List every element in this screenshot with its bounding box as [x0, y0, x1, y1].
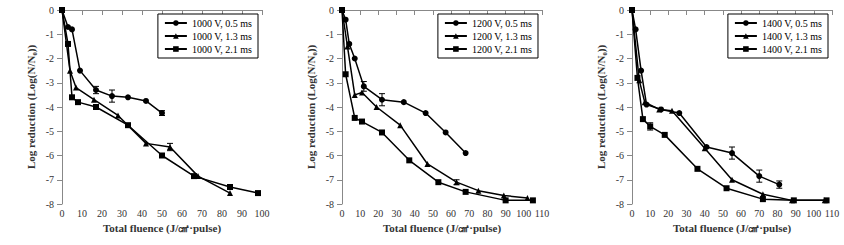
svg-text:-4: -4 [46, 102, 54, 113]
svg-text:0: 0 [329, 5, 334, 16]
svg-text:70: 70 [197, 208, 207, 219]
svg-text:1000 V, 2.1 ms: 1000 V, 2.1 ms [192, 44, 252, 55]
svg-text:40: 40 [410, 208, 420, 219]
svg-text:90: 90 [501, 208, 511, 219]
svg-text:Log reduction (Log(N/N₀)): Log reduction (Log(N/N₀)) [25, 45, 38, 169]
svg-text:0: 0 [630, 208, 635, 219]
svg-text:50: 50 [157, 208, 167, 219]
svg-text:-5: -5 [326, 126, 334, 137]
svg-text:50: 50 [428, 208, 438, 219]
svg-text:80: 80 [772, 208, 782, 219]
svg-text:1200 V, 0.5 ms: 1200 V, 0.5 ms [472, 18, 532, 29]
svg-text:-7: -7 [616, 174, 624, 185]
svg-text:Total fluence (J/㎠·pulse): Total fluence (J/㎠·pulse) [673, 222, 791, 235]
svg-text:Log reduction (Log(N/N₀)): Log reduction (Log(N/N₀)) [595, 45, 608, 169]
svg-text:1400 V, 0.5 ms: 1400 V, 0.5 ms [762, 18, 822, 29]
svg-text:-7: -7 [326, 174, 334, 185]
svg-text:1400 V, 2.1 ms: 1400 V, 2.1 ms [762, 44, 822, 55]
svg-text:60: 60 [736, 208, 746, 219]
svg-text:10: 10 [355, 208, 365, 219]
svg-text:-6: -6 [326, 150, 334, 161]
svg-text:90: 90 [237, 208, 247, 219]
svg-text:-2: -2 [326, 53, 334, 64]
svg-text:20: 20 [97, 208, 107, 219]
svg-text:100: 100 [255, 208, 270, 219]
svg-text:10: 10 [77, 208, 87, 219]
svg-text:1000 V, 0.5 ms: 1000 V, 0.5 ms [192, 18, 252, 29]
svg-text:40: 40 [700, 208, 710, 219]
svg-text:110: 110 [825, 208, 840, 219]
svg-text:1000 V, 1.3 ms: 1000 V, 1.3 ms [192, 31, 252, 42]
svg-text:110: 110 [535, 208, 550, 219]
svg-text:90: 90 [791, 208, 801, 219]
svg-text:-8: -8 [616, 199, 624, 210]
svg-text:-8: -8 [326, 199, 334, 210]
svg-text:100: 100 [516, 208, 531, 219]
svg-text:-5: -5 [46, 126, 54, 137]
svg-text:20: 20 [373, 208, 383, 219]
svg-text:10: 10 [645, 208, 655, 219]
svg-text:60: 60 [177, 208, 187, 219]
svg-text:-4: -4 [616, 102, 624, 113]
svg-text:-6: -6 [616, 150, 624, 161]
svg-text:-4: -4 [326, 102, 334, 113]
svg-text:-6: -6 [46, 150, 54, 161]
svg-text:70: 70 [754, 208, 764, 219]
svg-text:-3: -3 [616, 77, 624, 88]
svg-text:1200 V, 1.3 ms: 1200 V, 1.3 ms [472, 31, 532, 42]
svg-text:30: 30 [392, 208, 402, 219]
svg-text:1200 V, 2.1 ms: 1200 V, 2.1 ms [472, 44, 532, 55]
svg-text:40: 40 [137, 208, 147, 219]
svg-text:100: 100 [806, 208, 821, 219]
svg-text:-3: -3 [326, 77, 334, 88]
svg-text:-8: -8 [46, 199, 54, 210]
svg-text:30: 30 [117, 208, 127, 219]
svg-text:50: 50 [718, 208, 728, 219]
svg-text:-1: -1 [326, 29, 334, 40]
svg-text:Total fluence (J/㎠·pulse): Total fluence (J/㎠·pulse) [383, 222, 501, 235]
svg-text:0: 0 [619, 5, 624, 16]
svg-text:-7: -7 [46, 174, 54, 185]
svg-text:80: 80 [217, 208, 227, 219]
svg-text:-3: -3 [46, 77, 54, 88]
svg-text:60: 60 [446, 208, 456, 219]
svg-text:-2: -2 [616, 53, 624, 64]
svg-text:0: 0 [60, 208, 65, 219]
svg-text:-1: -1 [46, 29, 54, 40]
svg-text:1400 V, 1.3 ms: 1400 V, 1.3 ms [762, 31, 822, 42]
svg-text:Total fluence (J/㎠·pulse): Total fluence (J/㎠·pulse) [103, 222, 221, 235]
svg-text:80: 80 [482, 208, 492, 219]
svg-text:-5: -5 [616, 126, 624, 137]
svg-text:Log reduction (Log(N/N₀)): Log reduction (Log(N/N₀)) [305, 45, 318, 169]
svg-text:0: 0 [340, 208, 345, 219]
svg-text:30: 30 [682, 208, 692, 219]
svg-text:-1: -1 [616, 29, 624, 40]
svg-text:70: 70 [464, 208, 474, 219]
svg-text:-2: -2 [46, 53, 54, 64]
svg-text:20: 20 [663, 208, 673, 219]
svg-text:0: 0 [49, 5, 54, 16]
